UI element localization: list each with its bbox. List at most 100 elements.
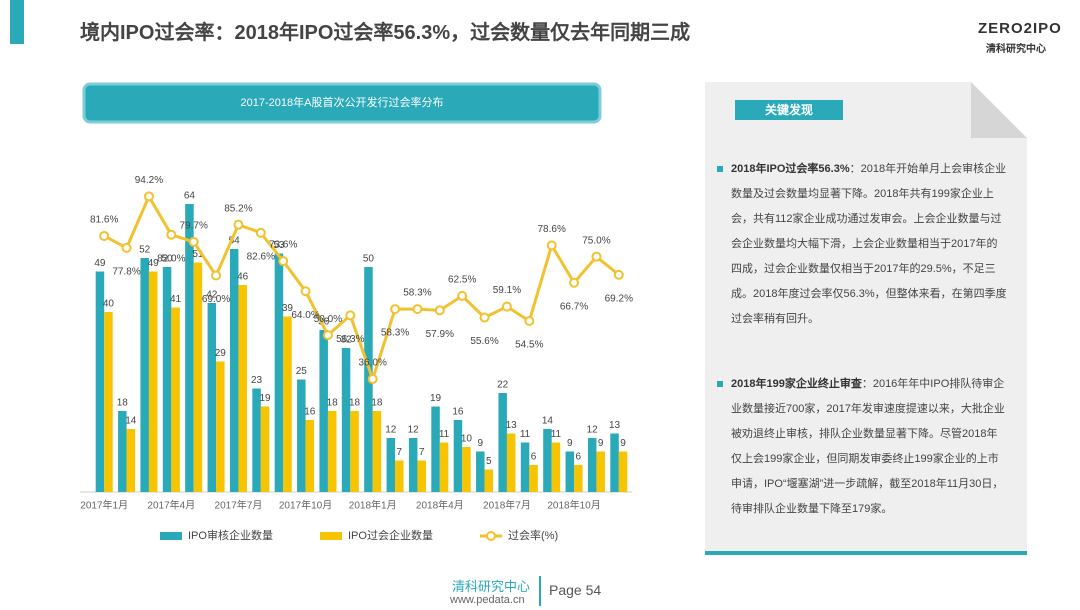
bar bbox=[476, 451, 485, 492]
rate-label: 36.0% bbox=[359, 358, 387, 369]
bar-label: 51 bbox=[192, 249, 204, 260]
finding: 2018年199家企业终止审查：2016年年中IPO排队待审企业数量接近700家… bbox=[717, 372, 1007, 522]
rate-label: 54.5% bbox=[515, 340, 543, 351]
bar-label: 9 bbox=[598, 438, 604, 449]
bar bbox=[543, 429, 552, 492]
bar-label: 11 bbox=[551, 429, 562, 440]
line-point bbox=[300, 286, 311, 297]
bar-label: 13 bbox=[609, 420, 621, 431]
bar-label: 64 bbox=[184, 191, 196, 202]
bar bbox=[216, 361, 225, 492]
rate-label: 66.7% bbox=[560, 301, 588, 312]
bar-label: 9 bbox=[620, 438, 626, 449]
slide-title: 境内IPO过会率：2018年IPO过会率56.3%，过会数量仅去年同期三成 bbox=[80, 22, 691, 44]
bar bbox=[350, 411, 359, 492]
bar bbox=[297, 379, 306, 492]
bar-label: 39 bbox=[282, 303, 294, 314]
line-point bbox=[255, 227, 266, 238]
line-point bbox=[412, 304, 423, 315]
line-point bbox=[591, 251, 602, 262]
accent-bar bbox=[10, 0, 24, 44]
bar-label: 9 bbox=[567, 438, 573, 449]
bar bbox=[506, 433, 516, 492]
bar bbox=[305, 420, 315, 492]
bar bbox=[126, 429, 136, 492]
line-point bbox=[322, 330, 333, 341]
bar bbox=[148, 271, 158, 492]
bar bbox=[327, 411, 337, 492]
chart: 2017-2018年A股首次公开发行过会率分布 2017年1月 2017年4月 20… bbox=[80, 82, 633, 542]
logo-sub: 清科研究中心 bbox=[986, 44, 1046, 55]
bar-label: 18 bbox=[371, 398, 383, 409]
line-point bbox=[613, 269, 624, 280]
logo: ZERO2IPO bbox=[978, 20, 1062, 37]
rate-label: 94.2% bbox=[135, 175, 163, 186]
bar bbox=[551, 442, 561, 492]
bar bbox=[372, 411, 382, 492]
bar-label: 46 bbox=[237, 272, 249, 283]
rate-label: 79.7% bbox=[180, 221, 208, 232]
bar bbox=[252, 388, 261, 492]
bar bbox=[529, 465, 538, 492]
line-point bbox=[143, 191, 154, 202]
rate-label: 75.0% bbox=[582, 235, 610, 246]
bar-label: 12 bbox=[385, 425, 397, 436]
finding: 2018年IPO过会率56.3%：2018年开始单月上会审核企业数量及过会数量均… bbox=[717, 157, 1007, 332]
legend-label: IPO审核企业数量 bbox=[188, 528, 273, 542]
bar-label: 6 bbox=[576, 452, 582, 463]
footer-org: 清科研究中心 bbox=[452, 579, 531, 594]
bar-label: 5 bbox=[486, 456, 492, 467]
bar bbox=[274, 253, 284, 492]
bar-label: 19 bbox=[260, 393, 272, 404]
line-point bbox=[211, 270, 222, 281]
footer-url: www.pedata.cn bbox=[450, 594, 525, 606]
bar-label: 25 bbox=[296, 366, 308, 377]
finding-bold: 2018年199家企业终止审查 bbox=[731, 378, 862, 390]
x-tick-label: 2018年10月 bbox=[547, 499, 600, 512]
bar bbox=[462, 447, 471, 492]
line-point bbox=[524, 316, 535, 326]
legend-swatch bbox=[160, 532, 182, 540]
x-tick-label: 2017年10月 bbox=[279, 499, 332, 512]
bar-label: 29 bbox=[215, 348, 227, 359]
footer-divider bbox=[539, 576, 541, 606]
bar bbox=[104, 312, 113, 492]
line-point bbox=[121, 242, 132, 253]
line-point bbox=[569, 277, 580, 288]
bar-label: 50 bbox=[363, 254, 375, 265]
bar bbox=[283, 316, 292, 492]
bar bbox=[417, 460, 426, 492]
bar bbox=[408, 438, 418, 492]
bar bbox=[453, 420, 463, 492]
bar-label: 9 bbox=[478, 438, 484, 449]
line-point bbox=[278, 256, 289, 267]
panel-heading: 关键发现 bbox=[735, 100, 843, 120]
bar-label: 49 bbox=[148, 258, 160, 269]
bar-label: 14 bbox=[125, 416, 137, 427]
rate-label: 69.2% bbox=[605, 294, 633, 305]
bar-label: 54 bbox=[229, 236, 241, 247]
rate-label: 78.6% bbox=[538, 224, 566, 235]
bar bbox=[610, 433, 619, 492]
bar-label: 12 bbox=[408, 425, 420, 436]
x-tick-label: 2018年4月 bbox=[416, 499, 464, 512]
line-point bbox=[233, 219, 244, 230]
rate-label: 56.3% bbox=[336, 334, 364, 345]
bar bbox=[520, 442, 530, 492]
legend-label: IPO过会企业数量 bbox=[348, 528, 433, 542]
bar-label: 36 bbox=[318, 317, 330, 328]
bar bbox=[596, 451, 605, 492]
page-number: Page 54 bbox=[549, 582, 602, 598]
bar-label: 18 bbox=[349, 398, 361, 409]
rate-label: 55.6% bbox=[470, 336, 498, 347]
line-point bbox=[546, 240, 557, 251]
bar-label: 6 bbox=[531, 452, 537, 463]
rate-label: 64.0% bbox=[291, 310, 319, 321]
bar bbox=[565, 451, 575, 492]
bar-label: 13 bbox=[506, 420, 518, 431]
bar bbox=[498, 393, 507, 492]
bar bbox=[395, 460, 404, 492]
bar-label: 10 bbox=[461, 434, 473, 445]
rate-label: 58.3% bbox=[381, 328, 409, 339]
legend-swatch bbox=[486, 531, 496, 541]
